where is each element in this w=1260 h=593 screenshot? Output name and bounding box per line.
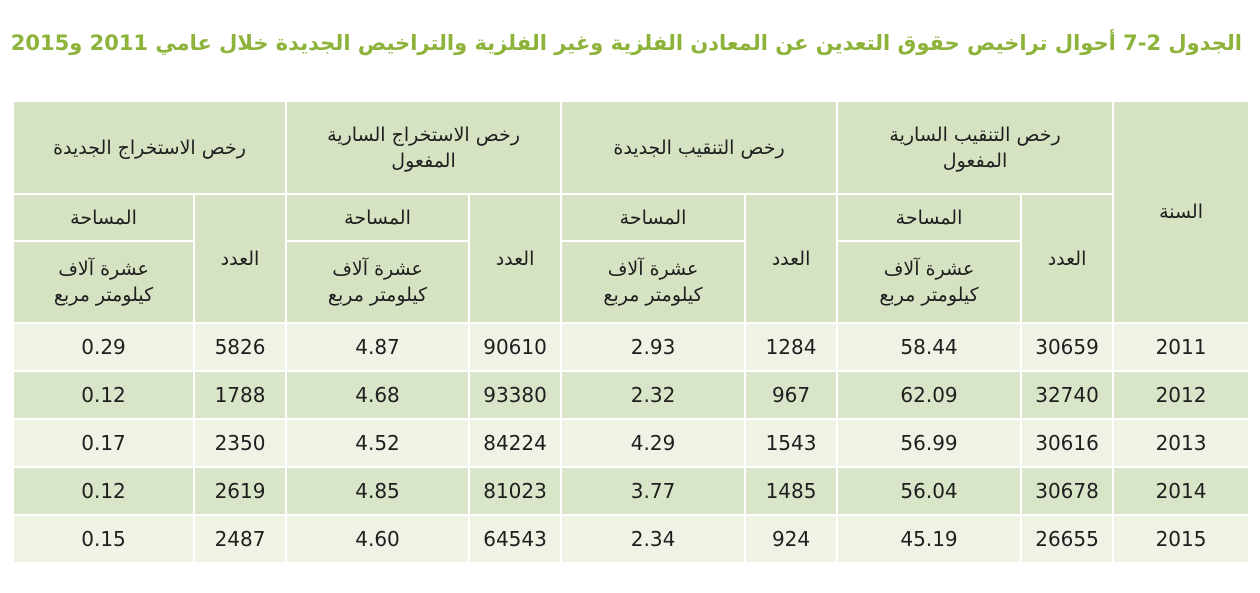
count-cell: 967 [744,370,839,420]
count-cell: 64543 [468,514,563,564]
header-row-units: عشرة آلاف كيلومتر مربع عشرة آلاف كيلومتر… [11,240,1249,324]
year-cell: 2012 [1112,370,1251,420]
area-cell: 2.93 [560,322,747,372]
area-cell: 4.87 [285,322,471,372]
count-cell: 2487 [193,514,288,564]
header-exploration-new: رخص التنقيب الجديدة [560,100,839,195]
count-cell: 32740 [1020,370,1115,420]
table-row: 2012 32740 62.09 967 2.32 93380 4.68 1788 0.12 [11,370,1251,420]
count-cell: 1788 [193,370,288,420]
area-cell: 0.15 [11,514,196,564]
area-cell: 4.29 [560,418,747,468]
year-cell: 2013 [1112,418,1251,468]
area-cell: 3.77 [560,466,747,516]
header-exploration-active: رخص التنقيب السارية المفعول [836,100,1115,195]
area-cell: 56.04 [836,466,1023,516]
count-header: العدد [1020,193,1115,324]
area-cell: 4.85 [285,466,471,516]
area-cell: 0.12 [11,466,196,516]
count-cell: 1543 [744,418,839,468]
area-cell: 0.29 [11,322,196,372]
area-unit-header: عشرة آلاف كيلومتر مربع [836,240,1023,324]
area-cell: 56.99 [836,418,1023,468]
count-cell: 84224 [468,418,563,468]
count-cell: 2350 [193,418,288,468]
count-cell: 30616 [1020,418,1115,468]
count-cell: 924 [744,514,839,564]
area-cell: 2.32 [560,370,747,420]
area-cell: 62.09 [836,370,1023,420]
area-header: المساحة [285,193,471,242]
area-header: المساحة [836,193,1023,242]
count-cell: 1485 [744,466,839,516]
area-unit-header: عشرة آلاف كيلومتر مربع [285,240,471,324]
count-header: العدد [744,193,839,324]
area-cell: 4.60 [285,514,471,564]
area-cell: 0.12 [11,370,196,420]
count-cell: 30678 [1020,466,1115,516]
count-cell: 93380 [468,370,563,420]
header-row-groups: السنة رخص التنقيب السارية المفعول رخص ال… [11,100,1251,324]
area-cell: 45.19 [836,514,1023,564]
count-cell: 26655 [1020,514,1115,564]
year-header: السنة [1112,100,1251,324]
count-cell: 5826 [193,322,288,372]
year-cell: 2011 [1112,322,1251,372]
count-header: العدد [193,193,288,324]
year-cell: 2015 [1112,514,1251,564]
area-cell: 2.34 [560,514,747,564]
table-row: 2011 30659 58.44 1284 2.93 90610 4.87 5826 0.29 [11,322,1251,372]
table-title: الجدول 2-7 أحوال تراخيص حقوق التعدين عن … [12,31,1242,55]
area-unit-header: عشرة آلاف كيلومتر مربع [560,240,747,324]
area-cell: 58.44 [836,322,1023,372]
count-cell: 81023 [468,466,563,516]
header-row-fields: العدد المساحة العدد المساحة العدد المساح… [11,193,1249,324]
table-body: 2011 30659 58.44 1284 2.93 90610 4.87 5826 0.29 2… [11,322,1251,564]
count-cell: 2619 [193,466,288,516]
count-header: العدد [468,193,563,324]
area-cell: 4.52 [285,418,471,468]
header-extraction-active: رخص الاستخراج السارية المفعول [285,100,563,195]
count-cell: 1284 [744,322,839,372]
area-cell: 4.68 [285,370,471,420]
area-header: المساحة [11,193,196,242]
licenses-table: السنة رخص التنقيب السارية المفعول رخص ال… [11,100,1251,564]
area-unit-header: عشرة آلاف كيلومتر مربع [11,240,196,324]
table-header: السنة رخص التنقيب السارية المفعول رخص ال… [11,100,1251,324]
count-cell: 30659 [1020,322,1115,372]
year-cell: 2014 [1112,466,1251,516]
table-row: 2014 30678 56.04 1485 3.77 81023 4.85 2619 0.12 [11,466,1251,516]
area-cell: 0.17 [11,418,196,468]
count-cell: 90610 [468,322,563,372]
header-extraction-new: رخص الاستخراج الجديدة [11,100,288,195]
table-row: 2015 26655 45.19 924 2.34 64543 4.60 2487 0.15 [11,514,1251,564]
area-header: المساحة [560,193,747,242]
table-row: 2013 30616 56.99 1543 4.29 84224 4.52 2350 0.17 [11,418,1251,468]
